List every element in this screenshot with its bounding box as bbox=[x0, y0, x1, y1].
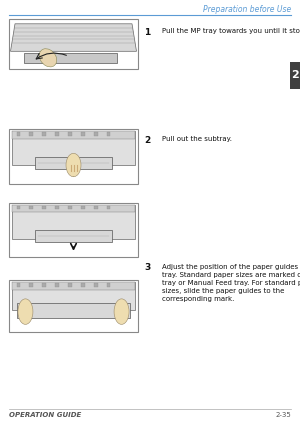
Text: 2: 2 bbox=[291, 71, 298, 80]
Bar bbox=[107, 132, 110, 136]
Text: 1: 1 bbox=[144, 28, 150, 37]
Bar bbox=[9, 280, 138, 332]
Bar bbox=[17, 303, 130, 318]
Text: 3: 3 bbox=[144, 264, 150, 272]
Bar bbox=[68, 206, 72, 209]
Bar bbox=[94, 206, 98, 209]
Bar bbox=[12, 282, 135, 310]
Bar bbox=[35, 157, 112, 169]
Ellipse shape bbox=[114, 299, 129, 324]
Ellipse shape bbox=[18, 299, 33, 324]
Bar bbox=[55, 283, 59, 286]
Bar bbox=[81, 283, 85, 286]
Bar bbox=[29, 206, 33, 209]
Bar bbox=[16, 132, 20, 136]
Bar bbox=[29, 132, 33, 136]
Bar bbox=[42, 283, 46, 286]
Bar bbox=[68, 132, 72, 136]
Bar bbox=[94, 132, 98, 136]
Bar bbox=[12, 282, 135, 290]
Bar bbox=[12, 131, 135, 165]
Bar bbox=[9, 19, 138, 69]
Ellipse shape bbox=[39, 49, 57, 67]
Polygon shape bbox=[11, 24, 137, 51]
Bar bbox=[81, 206, 85, 209]
Bar bbox=[12, 205, 135, 212]
Text: 2-35: 2-35 bbox=[275, 412, 291, 418]
Bar bbox=[29, 283, 33, 286]
Bar bbox=[24, 53, 117, 63]
Bar bbox=[16, 206, 20, 209]
Bar bbox=[290, 62, 300, 89]
Bar bbox=[55, 132, 59, 136]
Bar bbox=[81, 132, 85, 136]
Bar bbox=[68, 283, 72, 286]
Text: 2: 2 bbox=[144, 136, 150, 145]
Text: Pull out the subtray.: Pull out the subtray. bbox=[162, 136, 232, 142]
Bar bbox=[107, 206, 110, 209]
Bar bbox=[9, 203, 138, 257]
Bar bbox=[35, 230, 112, 242]
Bar bbox=[9, 129, 138, 184]
Bar bbox=[16, 283, 20, 286]
Bar bbox=[117, 304, 126, 317]
Bar bbox=[12, 131, 135, 139]
Text: OPERATION GUIDE: OPERATION GUIDE bbox=[9, 412, 81, 418]
Ellipse shape bbox=[66, 153, 81, 177]
Bar bbox=[12, 205, 135, 238]
Text: Adjust the position of the paper guides on the MP
tray. Standard paper sizes are: Adjust the position of the paper guides … bbox=[162, 264, 300, 301]
Bar bbox=[107, 283, 110, 286]
Text: Pull the MP tray towards you until it stops.: Pull the MP tray towards you until it st… bbox=[162, 28, 300, 34]
Bar bbox=[55, 206, 59, 209]
Bar bbox=[21, 304, 30, 317]
Bar bbox=[42, 206, 46, 209]
Text: Preparation before Use: Preparation before Use bbox=[203, 5, 291, 14]
Bar bbox=[94, 283, 98, 286]
Bar bbox=[42, 132, 46, 136]
